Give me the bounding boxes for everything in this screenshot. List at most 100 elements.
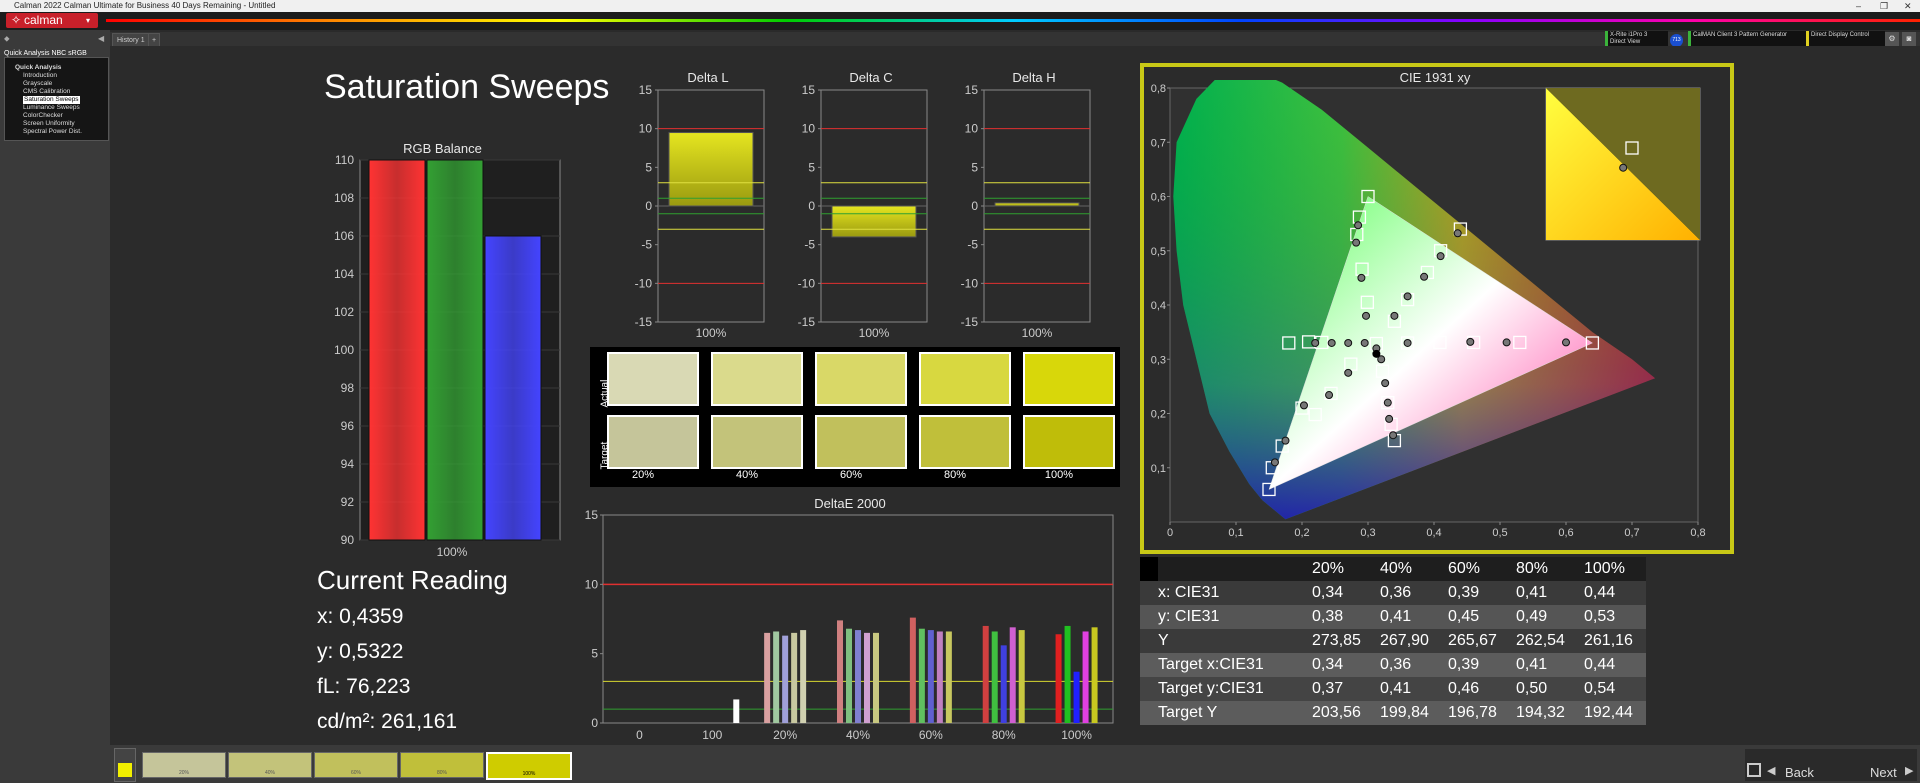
workflow-tree: Quick Analysis Introduction Grayscale CM… <box>4 57 109 141</box>
deltae-bar <box>1000 645 1007 723</box>
actual-swatch <box>815 352 907 406</box>
pattern-thumbnail[interactable]: 60% <box>314 752 398 778</box>
measured-point <box>1325 391 1334 400</box>
camera-icon[interactable]: ◙ <box>1902 32 1916 46</box>
tree-item-colorchecker[interactable]: ColorChecker <box>23 112 63 119</box>
next-arrow-icon: ▶ <box>1905 765 1914 777</box>
target-swatch <box>711 415 803 469</box>
tree-item-spectral-power[interactable]: Spectral Power Dist. <box>23 128 82 135</box>
rgb-balance-title: RGB Balance <box>403 141 482 156</box>
tree-item-quick-analysis[interactable]: Quick Analysis <box>15 64 62 71</box>
table-cell: 267,90 <box>1380 632 1429 649</box>
y-tick-label: 0 <box>808 199 815 213</box>
measured-point <box>1383 398 1392 407</box>
x-tick-label: 100 <box>702 728 722 742</box>
corner-cell <box>1140 557 1158 581</box>
meter-badge[interactable]: 713 <box>1670 34 1683 47</box>
tree-item-introduction[interactable]: Introduction <box>23 72 57 79</box>
pattern-thumbnail[interactable]: 20% <box>142 752 226 778</box>
table-cell: 0,54 <box>1584 680 1616 697</box>
pattern-thumbnail[interactable]: 100% <box>486 752 572 780</box>
rgb-balance-chart: 90 92 94 96 98 100 102 104 106 108 110 100% <box>334 153 561 559</box>
reading-y: y: 0,5322 <box>317 640 404 663</box>
panel-pin-icon[interactable]: ⬥ <box>4 34 10 43</box>
minimize-icon[interactable]: – <box>1856 1 1862 11</box>
measured-point <box>1502 338 1511 347</box>
y-tick-label: -15 <box>798 315 816 329</box>
delta-bar <box>831 205 917 238</box>
target-marker <box>1585 336 1600 350</box>
y-tick-label: -5 <box>804 238 815 252</box>
table-cell: 0,44 <box>1584 656 1616 673</box>
table-cell: 0,46 <box>1448 680 1480 697</box>
current-color-swatch <box>118 763 132 777</box>
rgb-bar <box>368 159 426 541</box>
measured-point <box>1344 338 1353 347</box>
pattern-thumbnail[interactable]: 40% <box>228 752 312 778</box>
y-tick-label: 15 <box>965 83 979 97</box>
deltae-bar <box>945 631 952 723</box>
deltae-bar <box>1073 671 1080 723</box>
display-control-selector[interactable]: Direct Display Control <box>1806 31 1885 50</box>
measured-point <box>1354 221 1363 230</box>
reading-cd: cd/m²: 261,161 <box>317 710 458 733</box>
deltae-bar <box>982 625 989 723</box>
y-tick-label: 5 <box>591 647 598 661</box>
restore-icon[interactable]: ❐ <box>1880 1 1889 11</box>
inset-measured-point <box>1619 163 1628 172</box>
tree-item-screen-uniformity[interactable]: Screen Uniformity <box>23 120 75 127</box>
current-point <box>1372 349 1381 358</box>
swatch-label: 20% <box>631 469 655 481</box>
delta-bar <box>668 132 754 207</box>
table-cell: 0,41 <box>1516 656 1548 673</box>
target-marker <box>1381 395 1395 410</box>
table-cell: 0,41 <box>1516 584 1548 601</box>
delta-l-title: Delta L <box>687 70 729 85</box>
deltae-bar <box>773 631 780 723</box>
close-icon[interactable]: ✕ <box>1904 1 1912 11</box>
table-cell: 273,85 <box>1312 632 1361 649</box>
panel-collapse-icon[interactable]: ◀ <box>98 34 105 43</box>
tab-label: History 1 <box>117 37 145 44</box>
tree-item-grayscale[interactable]: Grayscale <box>23 80 53 87</box>
y-tick-label: 0 <box>971 199 978 213</box>
measured-point <box>1403 338 1412 347</box>
target-marker <box>1433 335 1447 350</box>
y-tick-label: 98 <box>341 381 355 395</box>
x-tick-label: 0 <box>636 728 643 742</box>
row-label: y: CIE31 <box>1158 608 1220 625</box>
back-button[interactable]: Back <box>1785 765 1814 780</box>
thumbnail-label: 40% <box>264 770 275 776</box>
tree-item-cms-calibration[interactable]: CMS Calibration <box>23 88 71 95</box>
deltae-bar <box>1009 627 1016 723</box>
deltae-bar <box>918 628 925 723</box>
measured-point <box>1327 338 1336 347</box>
calman-logo-button[interactable]: ✧ calman ▾ <box>6 13 98 28</box>
table-row: Target x:CIE31 0,34 0,36 0,39 0,41 0,44 <box>1140 653 1646 677</box>
tree-item-luminance-sweeps[interactable]: Luminance Sweeps <box>23 104 80 111</box>
swatch-label: 100% <box>1044 469 1074 481</box>
measured-point <box>1270 458 1279 467</box>
settings-gear-icon[interactable]: ⚙ <box>1885 32 1899 46</box>
meter-name: X-Rite i1Pro 3 <box>1610 32 1648 38</box>
x-tick-label: 0,8 <box>1690 527 1705 539</box>
next-button[interactable]: Next <box>1870 765 1897 780</box>
stop-icon[interactable] <box>1747 763 1761 777</box>
table-cell: 203,56 <box>1312 704 1361 721</box>
measured-point <box>1344 368 1353 377</box>
back-arrow-icon: ◀ <box>1767 765 1776 777</box>
inset-target-marker <box>1625 141 1639 155</box>
deltae-bar <box>873 632 879 723</box>
pattern-thumbnail[interactable]: 80% <box>400 752 484 778</box>
nav-controls: ◀ Back Next ▶ <box>1745 749 1917 781</box>
logo-mark-icon: ✧ <box>11 13 22 27</box>
deltae-bar <box>864 632 870 723</box>
meter-selector[interactable]: X-Rite i1Pro 3 Direct View <box>1605 31 1668 50</box>
deltae-bar <box>855 630 861 723</box>
actual-swatch <box>919 352 1011 406</box>
deltae-bar <box>1091 627 1098 723</box>
pattern-generator-selector[interactable]: CalMAN Client 3 Pattern Generator <box>1688 31 1807 50</box>
y-tick-label: 0,7 <box>1151 137 1166 149</box>
tree-item-saturation-sweeps[interactable]: Saturation Sweeps <box>23 96 80 104</box>
y-tick-label: -15 <box>635 315 653 329</box>
